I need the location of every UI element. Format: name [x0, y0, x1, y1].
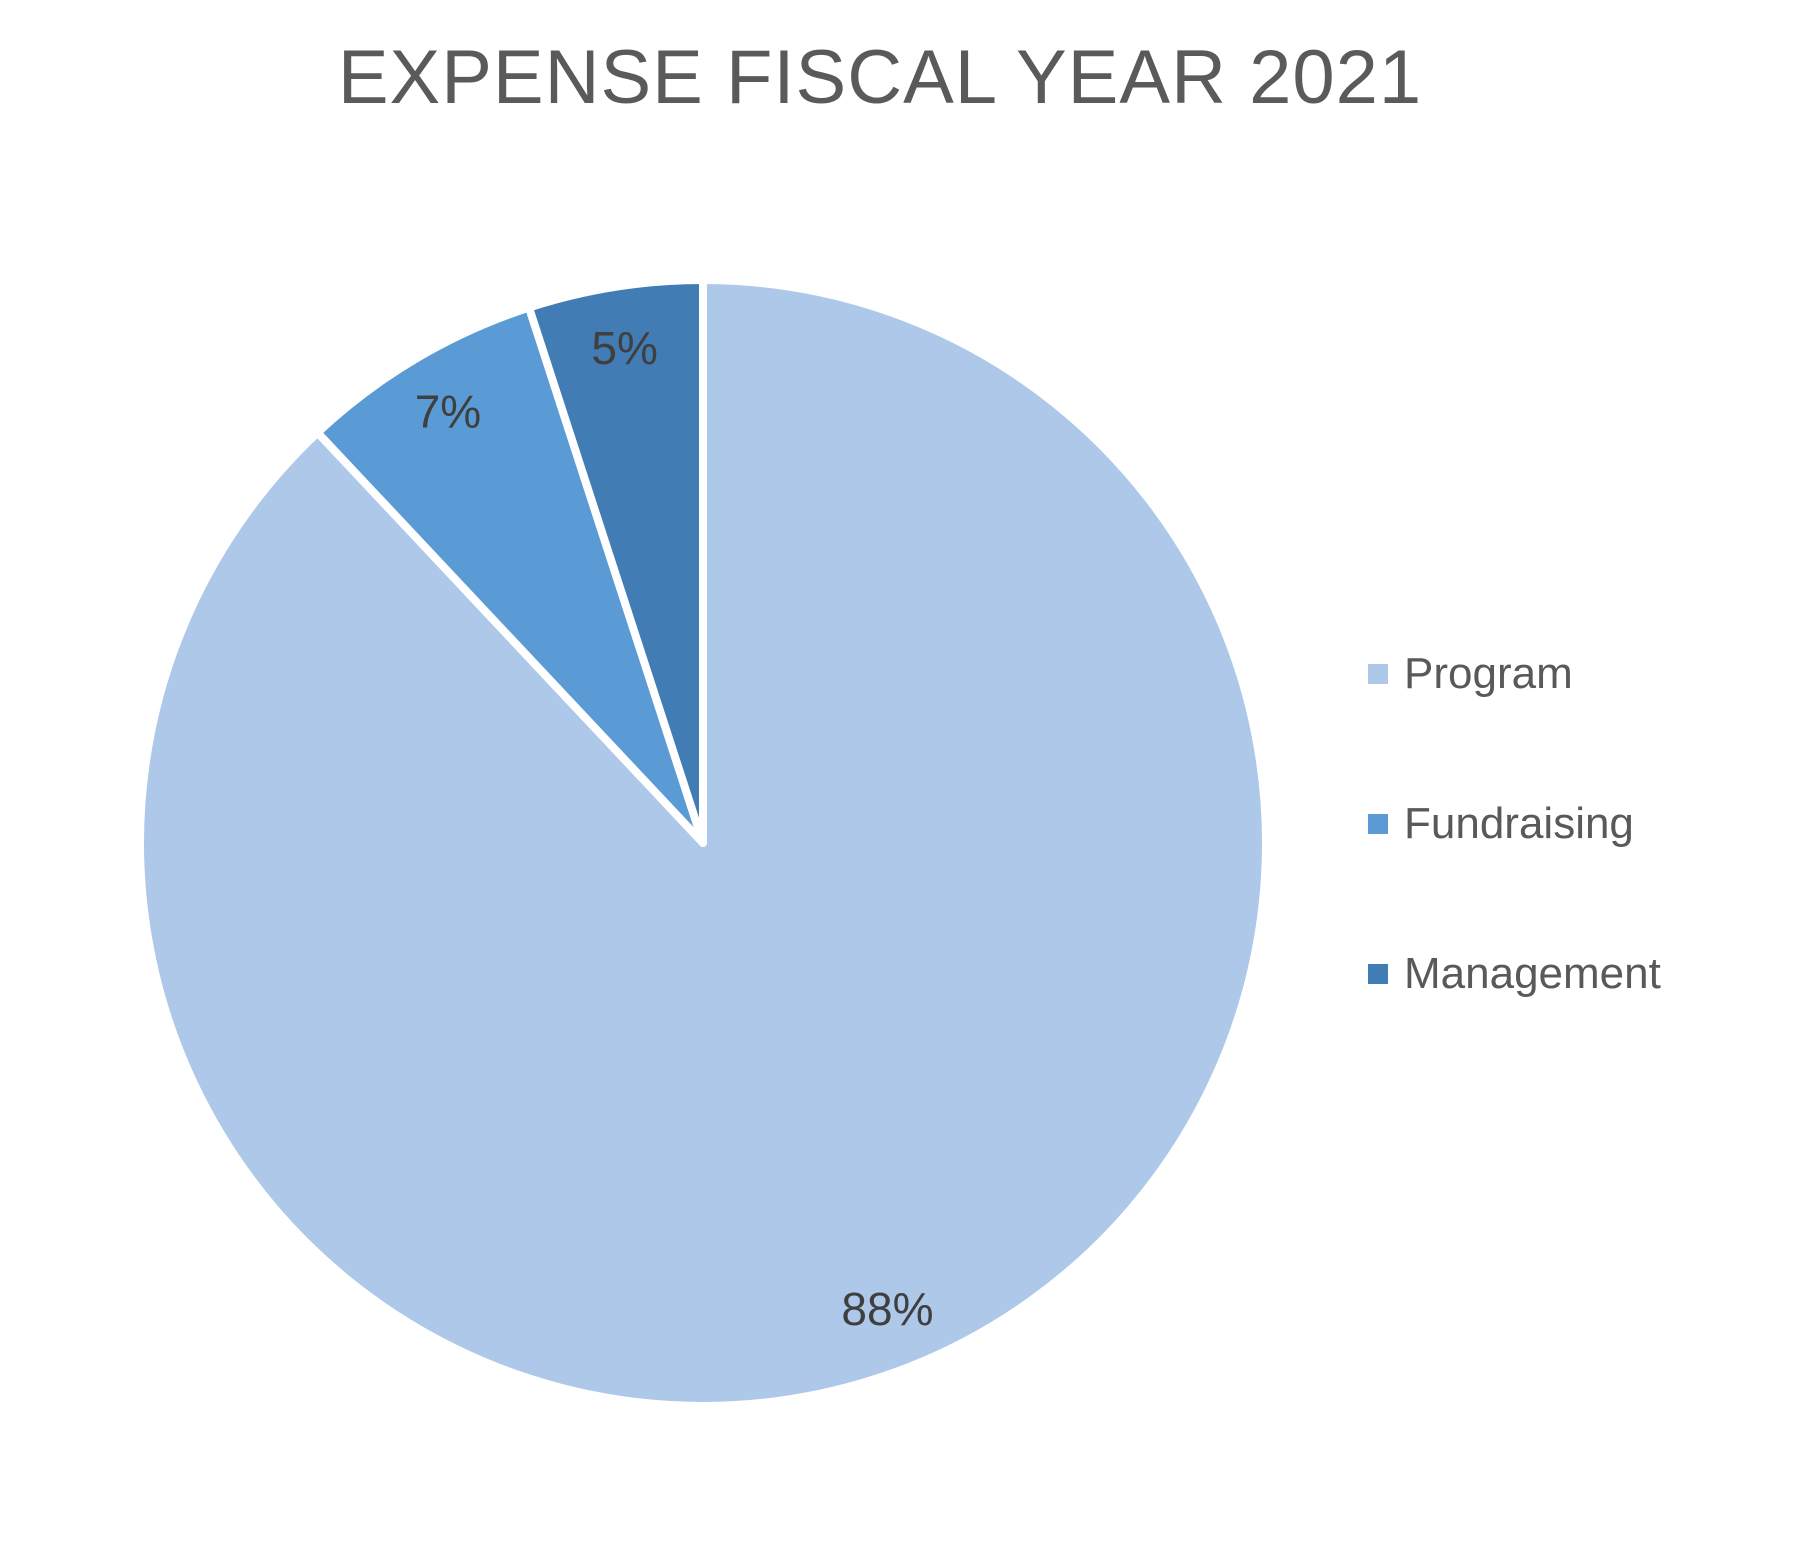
legend-label-management: Management	[1404, 949, 1661, 998]
legend-swatch-management-icon	[1368, 964, 1388, 984]
pie-label-fundraising: 7%	[415, 386, 481, 438]
legend-item-fundraising: Fundraising	[1368, 800, 1661, 848]
pie-slices-group	[136, 276, 1270, 1410]
pie-labels-group: 88% 7% 5%	[415, 322, 934, 1335]
chart-title: EXPENSE FISCAL YEAR 2021	[337, 35, 1423, 120]
chart-legend: Program Fundraising Management	[1368, 650, 1661, 1100]
legend-swatch-program-icon	[1368, 664, 1388, 684]
legend-label-fundraising: Fundraising	[1404, 799, 1634, 848]
legend-item-management: Management	[1368, 950, 1661, 998]
pie-label-management: 5%	[591, 322, 657, 374]
legend-swatch-fundraising-icon	[1368, 814, 1388, 834]
legend-item-program: Program	[1368, 650, 1661, 698]
pie-label-program: 88%	[841, 1283, 933, 1335]
pie-slice-management	[525, 276, 707, 847]
pie-slice-fundraising	[313, 303, 707, 847]
legend-label-program: Program	[1404, 649, 1573, 698]
